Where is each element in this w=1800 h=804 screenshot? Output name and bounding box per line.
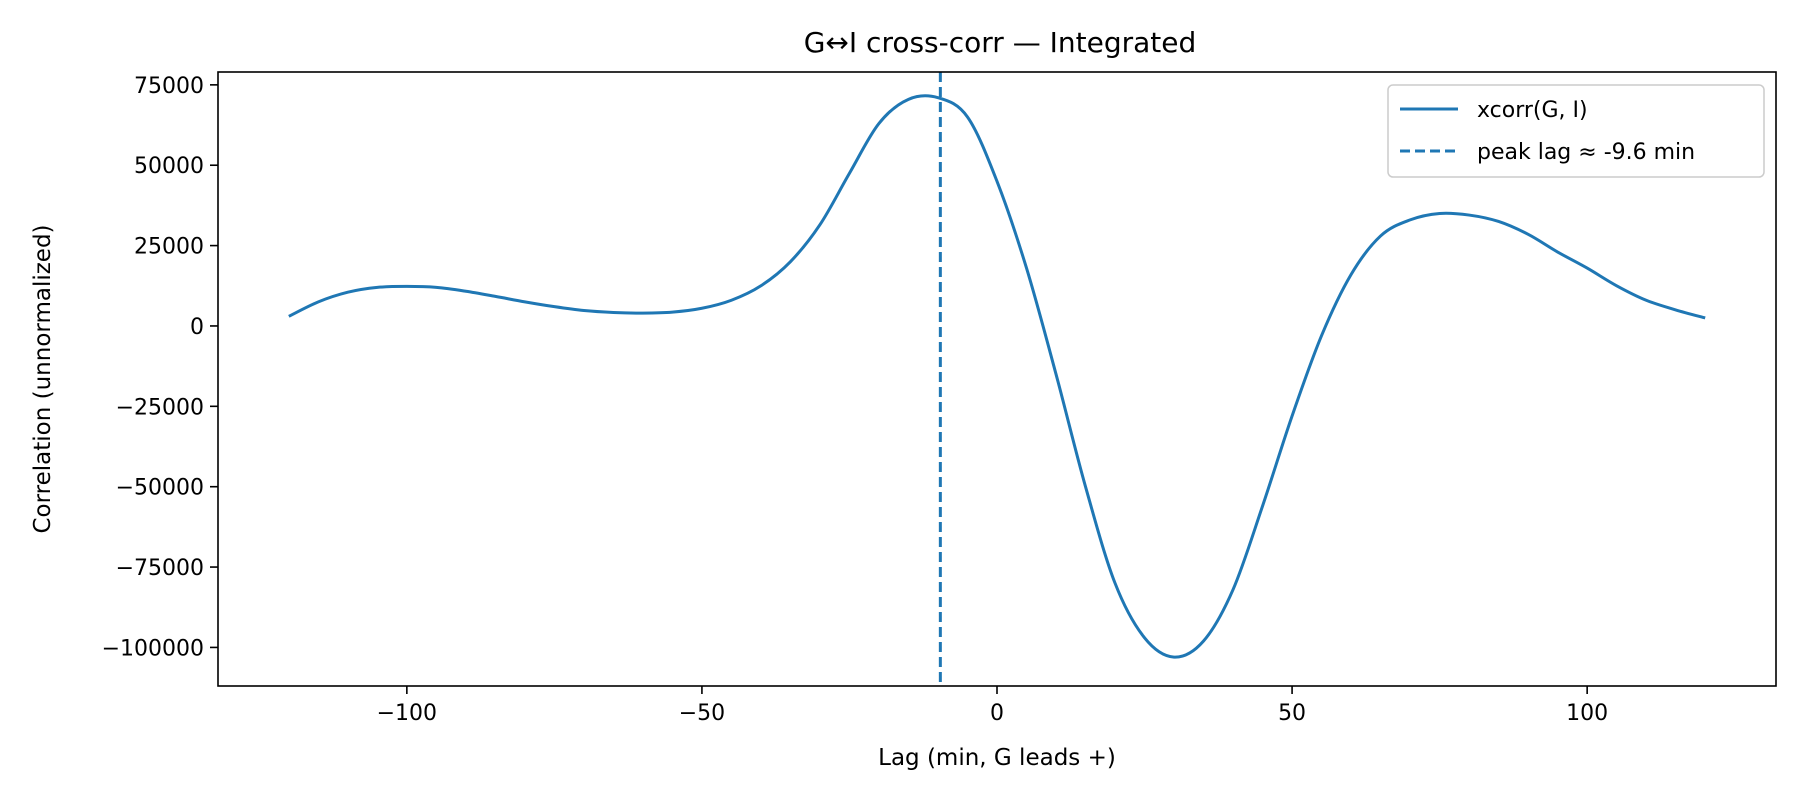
legend-label-xcorr: xcorr(G, I) — [1477, 98, 1588, 123]
x-tick-label: 50 — [1278, 701, 1306, 726]
y-axis: 75000 50000 25000 0 −25000 −50000 −75000 −10000… — [102, 74, 218, 661]
y-axis-label: Correlation (unnormalized) — [30, 224, 56, 533]
y-tick-label: −75000 — [116, 556, 204, 581]
y-tick-label: 50000 — [134, 154, 204, 179]
y-tick-label: 0 — [190, 315, 204, 340]
x-tick-label: 0 — [990, 701, 1004, 726]
series-line-xcorr — [288, 94, 1706, 659]
x-tick-label: 100 — [1566, 701, 1608, 726]
y-tick-label: −25000 — [116, 395, 204, 420]
legend-box — [1387, 84, 1765, 178]
y-tick-label: −50000 — [116, 476, 204, 501]
chart-title: G↔I cross-corr — Integrated — [804, 26, 1197, 59]
y-tick-label: 25000 — [134, 235, 204, 260]
x-axis: −100 −50 0 50 100 — [377, 686, 1608, 726]
legend-label-peak-lag: peak lag ≈ -9.6 min — [1477, 140, 1695, 165]
legend: xcorr(G, I) peak lag ≈ -9.6 min — [1387, 84, 1765, 178]
y-tick-label: 75000 — [134, 74, 204, 99]
y-tick-label: −100000 — [102, 636, 204, 661]
x-axis-label: Lag (min, G leads +) — [878, 745, 1116, 771]
chart-marks — [288, 72, 1706, 686]
x-tick-label: −50 — [679, 701, 725, 726]
x-tick-label: −100 — [377, 701, 437, 726]
